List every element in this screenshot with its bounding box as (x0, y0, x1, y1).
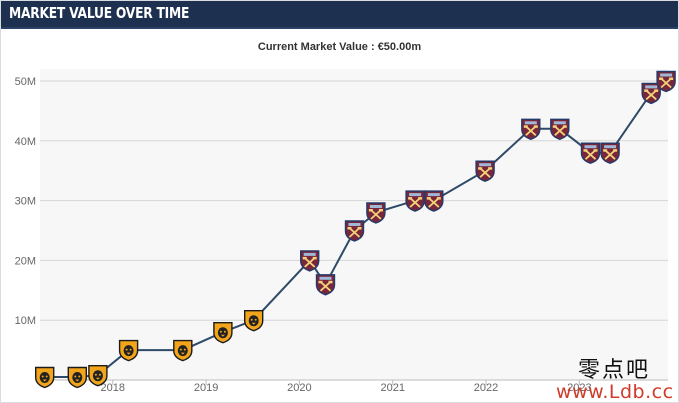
data-point-marker[interactable] (424, 190, 444, 212)
hull-city-crest-icon (213, 322, 233, 344)
west-ham-crest-icon (600, 142, 620, 164)
west-ham-crest-icon (475, 160, 495, 182)
hull-city-crest-icon (243, 310, 264, 332)
data-point-marker[interactable] (300, 250, 320, 272)
west-ham-crest-icon (344, 220, 365, 242)
y-tick-label: 50M (15, 76, 36, 88)
x-tick-label: 2023 (567, 382, 591, 394)
hull-city-crest-icon (173, 339, 193, 362)
chart-title: Current Market Value : €50.00m (257, 41, 422, 53)
data-point-marker[interactable] (521, 118, 541, 141)
west-ham-crest-icon (315, 274, 336, 296)
data-point-marker[interactable] (35, 366, 55, 389)
data-point-marker[interactable] (656, 70, 676, 93)
data-point-marker[interactable] (118, 339, 139, 362)
data-point-marker[interactable] (405, 190, 425, 212)
y-tick-label: 20M (15, 255, 36, 267)
y-tick-label: 10M (15, 315, 36, 327)
west-ham-crest-icon (580, 142, 601, 164)
data-point-marker[interactable] (550, 118, 570, 141)
hull-city-crest-icon (67, 366, 88, 389)
x-tick-label: 2020 (287, 382, 311, 394)
panel-title: MARKET VALUE OVER TIME (9, 4, 190, 22)
west-ham-crest-icon (405, 190, 425, 212)
west-ham-crest-icon (521, 118, 541, 141)
west-ham-crest-icon (656, 70, 676, 93)
data-point-marker[interactable] (475, 160, 495, 182)
watermark-chinese: 零点吧 (578, 358, 651, 383)
west-ham-crest-icon (424, 190, 444, 212)
data-point-marker[interactable] (580, 142, 601, 164)
data-point-marker[interactable] (67, 366, 88, 389)
x-tick-label: 2021 (380, 382, 404, 394)
data-point-marker[interactable] (213, 322, 233, 344)
y-tick-label: 30M (15, 196, 36, 208)
hull-city-crest-icon (88, 365, 108, 387)
x-tick-label: 2018 (101, 382, 125, 394)
panel-header: MARKET VALUE OVER TIME (1, 1, 678, 29)
west-ham-crest-icon (366, 202, 386, 224)
west-ham-crest-icon (300, 250, 320, 272)
data-point-marker[interactable] (641, 82, 661, 105)
x-tick-label: 2022 (474, 382, 498, 394)
data-point-marker[interactable] (173, 339, 193, 362)
data-point-marker[interactable] (600, 142, 620, 164)
data-point-marker[interactable] (88, 365, 108, 387)
data-point-marker[interactable] (366, 202, 386, 224)
data-point-marker[interactable] (243, 310, 264, 332)
hull-city-crest-icon (118, 339, 139, 362)
y-tick-label: 40M (15, 136, 36, 148)
hull-city-crest-icon (35, 366, 55, 389)
watermark-url: www.Ldb.cc (556, 381, 674, 403)
west-ham-crest-icon (550, 118, 570, 141)
data-point-marker[interactable] (315, 274, 336, 296)
data-point-marker[interactable] (344, 220, 365, 242)
x-tick-label: 2019 (194, 382, 218, 394)
west-ham-crest-icon (641, 82, 661, 105)
